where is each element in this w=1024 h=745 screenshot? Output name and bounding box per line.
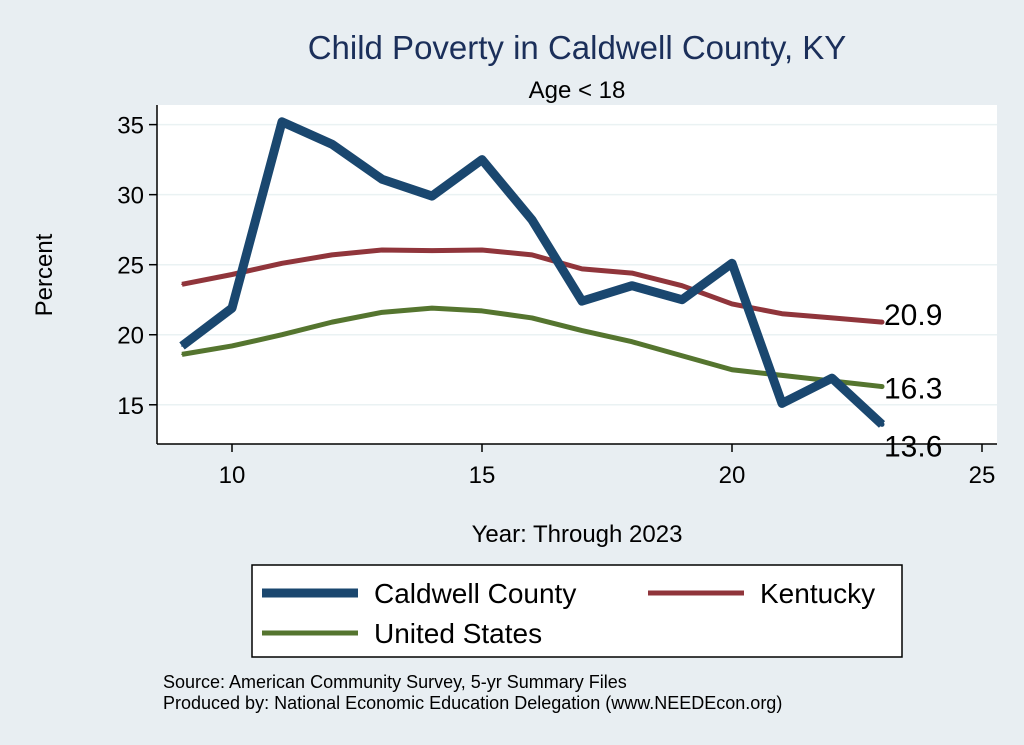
data-point-kentucky <box>331 254 333 256</box>
data-point-caldwell-county <box>631 284 633 287</box>
data-point-united-states <box>731 368 733 371</box>
data-point-caldwell-county <box>681 298 683 301</box>
end-labels: 13.6 20.9 16.3 <box>879 299 942 463</box>
legend-label-kentucky: Kentucky <box>760 578 875 609</box>
data-point-caldwell-county <box>781 402 783 405</box>
data-point-caldwell-county <box>831 377 833 379</box>
y-tick-label: 20 <box>117 323 144 350</box>
data-point-caldwell-county <box>481 158 483 161</box>
data-point-united-states <box>781 374 783 377</box>
end-label-united-states: 16.3 <box>884 372 942 405</box>
legend-box <box>251 564 903 658</box>
end-label-kentucky: 20.9 <box>884 299 942 332</box>
data-point-united-states <box>631 340 633 343</box>
y-axis-ticks: 15 20 25 30 35 <box>117 113 157 420</box>
data-point-united-states <box>281 333 283 336</box>
data-point-united-states <box>531 317 533 319</box>
legend-label-united-states: United States <box>374 618 542 649</box>
data-point-caldwell-county <box>381 178 383 181</box>
data-point-united-states <box>431 307 433 309</box>
data-point-united-states <box>481 310 483 312</box>
data-point-caldwell-county <box>731 262 733 265</box>
y-tick-label: 25 <box>117 253 144 280</box>
x-tick-label: 20 <box>719 462 746 489</box>
end-marker-united-states <box>879 384 885 390</box>
legend: Caldwell County Kentucky United States <box>251 564 903 658</box>
data-point-united-states <box>581 329 583 332</box>
data-point-kentucky <box>481 249 483 251</box>
data-point-caldwell-county <box>581 300 583 302</box>
source-note: Source: American Community Survey, 5-yr … <box>163 672 627 692</box>
data-point-kentucky <box>231 273 233 276</box>
plot-area <box>157 105 997 444</box>
y-axis-label: Percent <box>31 233 58 316</box>
series-lines <box>179 117 886 428</box>
end-label-caldwell-county: 13.6 <box>884 430 942 463</box>
data-point-caldwell-county <box>531 219 533 221</box>
data-point-kentucky <box>831 317 833 319</box>
data-point-kentucky <box>681 284 683 287</box>
data-point-united-states <box>331 321 333 323</box>
data-point-kentucky <box>581 268 583 270</box>
x-axis-label: Year: Through 2023 <box>472 521 683 548</box>
data-point-caldwell-county <box>431 195 433 197</box>
data-point-united-states <box>181 353 183 356</box>
producer-note: Produced by: National Economic Education… <box>163 693 782 713</box>
data-point-kentucky <box>781 312 783 315</box>
y-tick-label: 35 <box>117 113 144 140</box>
chart-title: Child Poverty in Caldwell County, KY <box>308 29 847 66</box>
y-tick-label: 15 <box>117 393 144 420</box>
data-point-kentucky <box>381 249 383 251</box>
end-marker-kentucky <box>879 319 885 325</box>
end-marker-caldwell-county <box>879 421 885 427</box>
x-tick-label: 10 <box>219 462 246 489</box>
chart-subtitle: Age < 18 <box>529 77 626 104</box>
data-point-caldwell-county <box>281 121 283 123</box>
data-point-united-states <box>681 354 683 357</box>
data-point-kentucky <box>631 272 633 274</box>
data-point-kentucky <box>181 283 183 286</box>
x-axis-ticks: 10 15 20 25 <box>219 444 996 489</box>
legend-label-caldwell-county: Caldwell County <box>374 578 576 609</box>
y-tick-label: 30 <box>117 183 144 210</box>
data-point-kentucky <box>281 262 283 265</box>
data-point-kentucky <box>531 254 533 256</box>
data-point-united-states <box>381 311 383 314</box>
axes <box>156 105 997 445</box>
data-point-caldwell-county <box>181 345 183 347</box>
x-tick-label: 25 <box>969 462 996 489</box>
data-point-caldwell-county <box>331 143 333 146</box>
data-point-caldwell-county <box>231 307 233 309</box>
data-point-kentucky <box>431 249 433 252</box>
data-point-kentucky <box>731 303 733 305</box>
data-point-united-states <box>231 345 233 347</box>
x-tick-label: 15 <box>469 462 496 489</box>
